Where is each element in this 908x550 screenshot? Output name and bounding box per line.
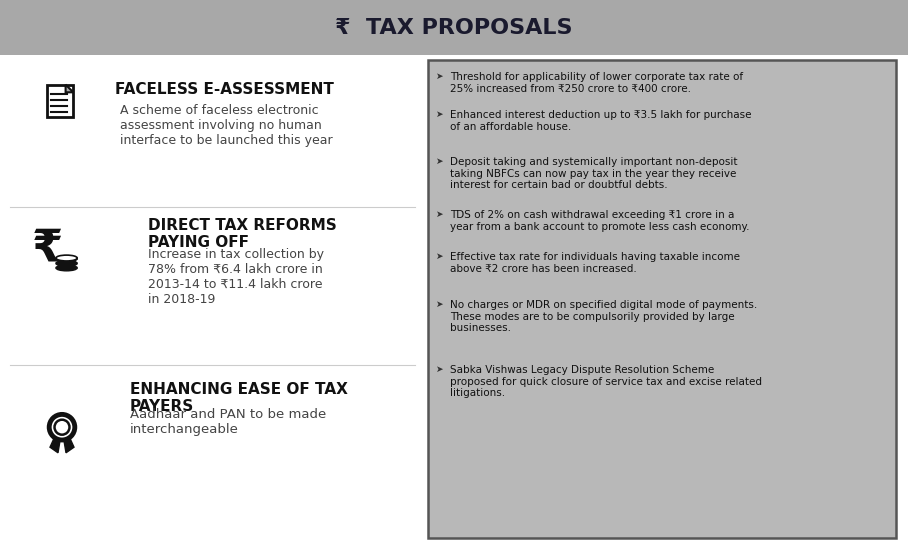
Ellipse shape <box>56 256 77 262</box>
Text: ₹: ₹ <box>32 227 64 270</box>
Ellipse shape <box>56 261 77 266</box>
Ellipse shape <box>56 255 77 261</box>
Circle shape <box>49 414 74 440</box>
Text: ➤: ➤ <box>436 365 443 374</box>
Text: Enhanced interest deduction up to ₹3.5 lakh for purchase
of an affordable house.: Enhanced interest deduction up to ₹3.5 l… <box>450 110 752 131</box>
Text: ₹  TAX PROPOSALS: ₹ TAX PROPOSALS <box>335 18 573 38</box>
Polygon shape <box>50 438 61 453</box>
Text: Sabka Vishwas Legacy Dispute Resolution Scheme
proposed for quick closure of ser: Sabka Vishwas Legacy Dispute Resolution … <box>450 365 762 398</box>
Text: No charges or MDR on specified digital mode of payments.
These modes are to be c: No charges or MDR on specified digital m… <box>450 300 757 333</box>
Text: A scheme of faceless electronic
assessment involving no human
interface to be la: A scheme of faceless electronic assessme… <box>120 104 332 147</box>
Polygon shape <box>64 438 74 453</box>
Text: ➤: ➤ <box>436 300 443 309</box>
Text: ➤: ➤ <box>436 210 443 219</box>
Text: ENHANCING EASE OF TAX
PAYERS: ENHANCING EASE OF TAX PAYERS <box>130 382 348 414</box>
Text: ➤: ➤ <box>436 252 443 261</box>
FancyBboxPatch shape <box>46 85 74 117</box>
FancyBboxPatch shape <box>0 0 908 55</box>
Text: ➤: ➤ <box>436 72 443 81</box>
Ellipse shape <box>56 265 77 271</box>
Text: Deposit taking and systemically important non-deposit
taking NBFCs can now pay t: Deposit taking and systemically importan… <box>450 157 737 190</box>
Polygon shape <box>65 85 74 92</box>
FancyBboxPatch shape <box>428 60 896 538</box>
Text: TDS of 2% on cash withdrawal exceeding ₹1 crore in a
year from a bank account to: TDS of 2% on cash withdrawal exceeding ₹… <box>450 210 749 232</box>
Text: DIRECT TAX REFORMS
PAYING OFF: DIRECT TAX REFORMS PAYING OFF <box>148 218 337 250</box>
Text: ➤: ➤ <box>436 157 443 166</box>
Text: ➤: ➤ <box>436 110 443 119</box>
Text: FACELESS E-ASSESSMENT: FACELESS E-ASSESSMENT <box>115 82 334 97</box>
Text: Threshold for applicability of lower corporate tax rate of
25% increased from ₹2: Threshold for applicability of lower cor… <box>450 72 743 94</box>
Circle shape <box>54 420 70 435</box>
Text: Increase in tax collection by
78% from ₹6.4 lakh crore in
2013-14 to ₹11.4 lakh : Increase in tax collection by 78% from ₹… <box>148 248 324 306</box>
Text: Aadhaar and PAN to be made
interchangeable: Aadhaar and PAN to be made interchangeab… <box>130 408 326 436</box>
Text: Effective tax rate for individuals having taxable income
above ₹2 crore has been: Effective tax rate for individuals havin… <box>450 252 740 273</box>
